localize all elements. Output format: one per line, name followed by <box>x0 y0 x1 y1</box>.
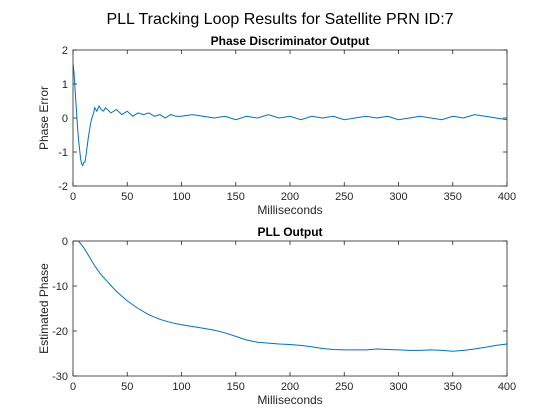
x-tick-label: 250 <box>335 381 353 393</box>
x-tick-label: 50 <box>121 191 133 203</box>
x-axis-label: Milliseconds <box>257 203 322 217</box>
x-tick-label: 0 <box>70 191 76 203</box>
x-tick-label: 300 <box>389 381 407 393</box>
y-tick-label: -30 <box>52 371 68 383</box>
y-tick-label: -10 <box>52 281 68 293</box>
plot-area <box>73 50 507 186</box>
x-tick-label: 400 <box>498 191 516 203</box>
x-tick-label: 50 <box>121 381 133 393</box>
series-line-0 <box>73 63 507 167</box>
y-tick-label: -20 <box>52 326 68 338</box>
y-tick-label: 1 <box>62 79 68 91</box>
x-tick-label: 350 <box>444 191 462 203</box>
plot-area <box>73 241 507 376</box>
x-axis-label: Milliseconds <box>257 393 322 407</box>
x-tick-label: 150 <box>227 191 245 203</box>
x-tick-label: 150 <box>227 381 245 393</box>
x-tick-label: 200 <box>281 191 299 203</box>
x-tick-label: 350 <box>444 381 462 393</box>
phase-discriminator-axes: 0 50 100 150 200 250 300 350 400 -2 -1 0 1 2 Phase Dis… <box>37 34 516 217</box>
x-tick-label: 300 <box>389 191 407 203</box>
series-line-0 <box>73 241 507 352</box>
x-tick-label: 400 <box>498 381 516 393</box>
x-tick-label: 250 <box>335 191 353 203</box>
axes-title: Phase Discriminator Output <box>211 34 370 48</box>
x-tick-label: 100 <box>172 191 190 203</box>
pll-output-axes: 0 50 100 150 200 250 300 350 400 -30 -20 -10 0 PLL Ou… <box>37 225 516 407</box>
y-tick-label: 0 <box>62 236 68 248</box>
y-axis-label: Estimated Phase <box>37 263 51 354</box>
y-tick-label: -2 <box>58 181 68 193</box>
y-tick-label: 0 <box>62 113 68 125</box>
y-tick-label: 2 <box>62 45 68 57</box>
x-tick-label: 200 <box>281 381 299 393</box>
y-tick-label: -1 <box>58 147 68 159</box>
x-tick-label: 0 <box>70 381 76 393</box>
axes-title: PLL Output <box>257 225 322 239</box>
figure-suptitle: PLL Tracking Loop Results for Satellite … <box>106 11 453 28</box>
x-tick-label: 100 <box>172 381 190 393</box>
y-axis-label: Phase Error <box>37 86 51 150</box>
